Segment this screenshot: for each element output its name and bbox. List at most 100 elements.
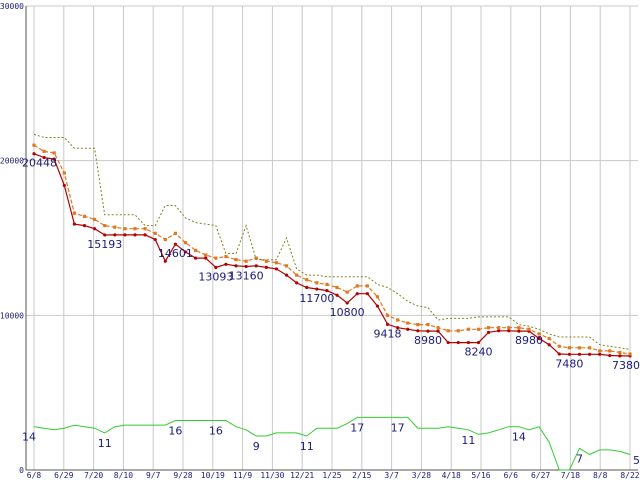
data-point — [123, 233, 127, 237]
x-tick-label: 3/7 — [384, 471, 399, 480]
data-point — [224, 254, 228, 259]
data-point — [163, 259, 167, 263]
data-point — [133, 233, 137, 237]
data-point — [476, 327, 481, 331]
data-label: 14 — [512, 431, 526, 444]
x-tick-label: 10/19 — [201, 471, 225, 480]
data-point — [42, 149, 46, 153]
x-tick-label: 12/21 — [290, 471, 314, 480]
data-point — [426, 329, 430, 333]
data-point — [355, 284, 359, 288]
data-point — [244, 259, 248, 263]
data-point — [32, 152, 36, 156]
data-point — [497, 326, 501, 330]
data-label: 16 — [168, 425, 182, 438]
x-tick-label: 9/28 — [173, 471, 192, 480]
data-point — [416, 329, 420, 333]
data-point — [365, 284, 369, 288]
data-point — [315, 281, 319, 285]
data-label: 10800 — [330, 306, 365, 319]
data-point — [396, 318, 400, 322]
data-point — [204, 256, 208, 260]
data-label: 11700 — [299, 292, 334, 305]
y-tick-label: 0 — [19, 466, 24, 475]
axes — [25, 6, 638, 471]
y-axis-ticks: 0 10000 20000 30000 — [0, 2, 24, 475]
data-point — [194, 256, 198, 260]
x-tick-label: 6/27 — [531, 471, 550, 480]
data-point — [618, 350, 622, 355]
data-label: 15193 — [87, 238, 122, 251]
data-point — [456, 340, 460, 345]
x-tick-label: 5/16 — [471, 471, 490, 480]
data-point — [153, 237, 157, 242]
x-tick-label: 2/15 — [352, 471, 371, 480]
data-point — [527, 327, 531, 331]
series-line-3 — [33, 416, 631, 471]
data-point — [567, 346, 571, 350]
data-point — [456, 329, 460, 333]
data-point — [345, 290, 349, 294]
data-point — [82, 214, 87, 218]
data-label: 13160 — [229, 269, 264, 282]
data-point — [52, 157, 56, 161]
data-point — [224, 262, 228, 266]
data-label: 8240 — [464, 346, 492, 359]
data-point — [406, 327, 410, 331]
data-point — [113, 225, 117, 229]
data-point — [194, 248, 198, 252]
data-point — [406, 321, 410, 325]
data-point — [375, 304, 380, 308]
data-point — [214, 256, 218, 260]
data-label: 9 — [253, 440, 260, 453]
data-label: 17 — [391, 421, 405, 434]
data-point — [598, 352, 602, 356]
x-tick-label: 7/20 — [84, 471, 103, 480]
data-point — [82, 224, 87, 228]
data-point — [264, 259, 268, 263]
data-point — [244, 264, 248, 269]
data-point — [163, 237, 167, 242]
series-line-2 — [33, 133, 631, 350]
data-label: 8980 — [515, 334, 543, 347]
data-point — [416, 323, 420, 327]
data-point — [315, 287, 319, 291]
data-label: 7380 — [612, 359, 640, 372]
data-point — [446, 329, 450, 333]
x-tick-label: 11/30 — [260, 471, 284, 480]
data-label: 5 — [633, 454, 640, 467]
data-point — [577, 352, 582, 356]
data-point — [557, 344, 561, 348]
data-point — [52, 151, 56, 155]
data-point — [284, 264, 289, 268]
data-label: 11 — [98, 437, 112, 450]
data-point — [396, 326, 400, 330]
data-label: 11 — [300, 440, 314, 453]
data-point — [497, 329, 501, 333]
data-point — [325, 288, 329, 293]
x-tick-label: 6/6 — [504, 471, 519, 480]
y-tick-label: 10000 — [0, 311, 24, 320]
data-point — [628, 352, 632, 356]
data-point — [103, 233, 107, 237]
data-point — [547, 343, 551, 347]
x-axis-ticks: 6/8 6/29 7/20 8/10 9/7 9/28 10/19 11/9 11/30 12/2… — [27, 471, 640, 480]
data-point — [557, 352, 561, 356]
data-point — [587, 346, 592, 350]
data-point — [385, 313, 390, 317]
data-point — [93, 227, 97, 231]
data-point — [608, 349, 612, 353]
data-point — [517, 329, 521, 333]
x-tick-label: 8/22 — [620, 471, 639, 480]
series-group — [32, 133, 632, 471]
data-point — [608, 353, 612, 358]
data-point — [567, 352, 571, 356]
data-point — [153, 231, 157, 235]
data-point — [355, 292, 359, 296]
data-point — [234, 264, 238, 268]
data-point — [32, 143, 36, 147]
data-point — [143, 233, 147, 237]
data-point — [345, 301, 349, 305]
data-point — [486, 330, 491, 334]
